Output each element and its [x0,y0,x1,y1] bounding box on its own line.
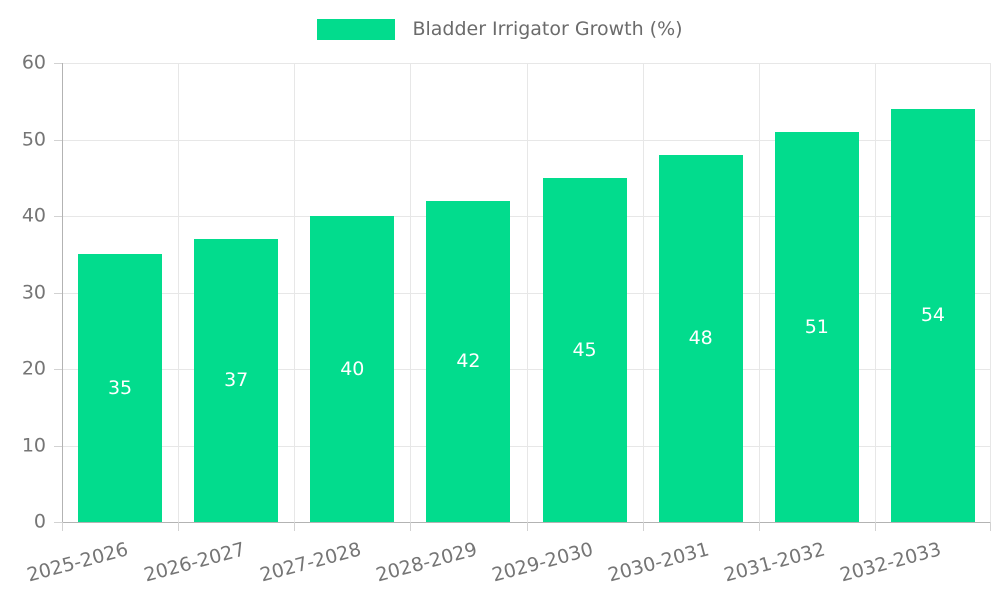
y-tick-mark [54,216,62,217]
bar-2027-2028[interactable] [310,216,395,522]
y-tick-mark [54,445,62,447]
x-tick-mark [990,522,991,531]
bar-value-label: 51 [804,315,829,338]
h-gridline [62,445,991,447]
x-axis-category-label: 2025-2026 [25,538,131,587]
y-tick-mark [54,63,62,64]
bar-value-label: 42 [456,350,481,373]
v-gridline [178,63,179,522]
bar-value-label: 48 [688,327,713,350]
y-axis-tick-label: 10 [21,434,46,457]
h-gridline [62,216,991,217]
y-axis-tick-label: 60 [21,51,46,74]
legend-swatch [317,18,396,40]
y-tick-mark [54,139,62,141]
x-tick-mark [643,522,644,531]
bar-2030-2031[interactable] [658,154,743,522]
x-axis-category-label: 2026-2027 [141,538,248,587]
y-tick-mark [54,369,62,370]
h-gridline [62,139,991,141]
bar-value-label: 40 [340,358,365,380]
bar-value-label: 45 [572,338,597,361]
legend-label: Bladder Irrigator Growth (%) [412,18,683,40]
h-gridline [62,292,991,294]
x-tick-mark [62,522,63,531]
v-gridline [990,63,991,522]
x-axis-category-label: 2032-2033 [838,538,944,587]
h-gridline [62,369,991,370]
bar-value-label: 54 [920,304,946,327]
x-tick-mark [410,522,411,531]
v-gridline [875,63,876,522]
y-tick-mark [54,522,62,523]
y-axis-line [62,63,63,531]
y-tick-mark [54,292,62,294]
v-gridline [643,63,644,522]
x-axis-category-label: 2029-2030 [489,538,596,587]
v-gridline [294,63,295,522]
bar-2032-2033[interactable] [890,108,975,522]
y-axis-tick-label: 50 [21,128,46,151]
x-axis-category-label: 2030-2031 [605,538,712,587]
x-axis-category-label: 2028-2029 [373,538,480,587]
plot-area: 35 37 40 42 45 48 51 54 [62,63,991,522]
x-tick-mark [294,522,295,531]
x-axis-category-label: 2031-2032 [721,538,828,587]
x-tick-mark [178,522,179,531]
h-gridline [62,63,991,64]
y-axis-tick-label: 40 [21,204,46,227]
y-axis-tick-label: 30 [21,281,46,304]
bar-2025-2026[interactable] [78,254,163,522]
v-gridline [759,63,760,522]
bar-value-label: 37 [224,369,249,392]
v-gridline [527,63,528,522]
x-axis-category-label: 2027-2028 [257,538,364,587]
bar-value-label: 35 [107,377,133,400]
bar-2028-2029[interactable] [426,200,511,522]
x-axis-line [54,522,991,523]
y-axis-tick-label: 0 [33,510,46,533]
x-tick-mark [875,522,876,531]
legend[interactable]: Bladder Irrigator Growth (%) [0,18,1000,40]
bar-2031-2032[interactable] [774,131,859,522]
x-tick-mark [759,522,760,531]
y-axis-tick-label: 20 [21,357,46,380]
v-gridline [410,63,411,522]
x-tick-mark [527,522,528,531]
bar-2029-2030[interactable] [542,177,627,522]
bar-2026-2027[interactable] [194,238,279,522]
